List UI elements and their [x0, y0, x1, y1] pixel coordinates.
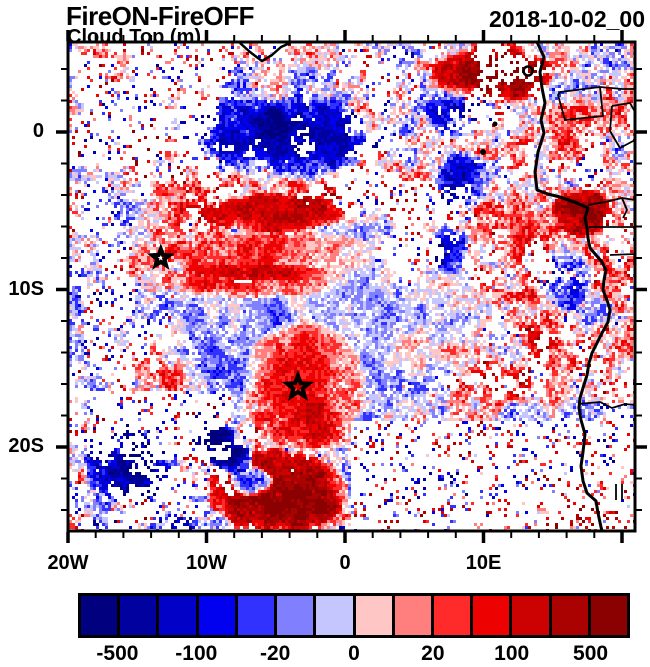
colorbar-cell: [156, 596, 196, 635]
colorbar-cell: [430, 596, 471, 635]
colorbar-cell: [352, 596, 392, 635]
y-tick-label: 20S: [8, 435, 44, 457]
colorbar-cell: [548, 596, 588, 635]
colorbar-cell: [81, 596, 118, 635]
colorbar-tick-label: 0: [348, 642, 360, 665]
x-tick-label: 10E: [465, 552, 502, 574]
colorbar-tick-label: 100: [494, 642, 530, 665]
colorbar-tick-label: 20: [421, 642, 445, 665]
colorbar-cell: [195, 596, 235, 635]
colorbar-tick-label: -100: [175, 642, 218, 665]
colorbar-cell: [391, 596, 431, 635]
colorbar-tick-label: -20: [259, 642, 291, 665]
colorbar-tick-label: 500: [573, 642, 609, 665]
map-field: [69, 43, 634, 530]
page-title: FireON-FireOFF: [66, 1, 255, 31]
y-tick-label: 0: [32, 120, 44, 142]
x-tick-label: 10W: [185, 552, 228, 574]
colorbar-tick-label: -500: [96, 642, 139, 665]
colorbar-cell: [587, 596, 628, 635]
colorbar-cell: [313, 596, 353, 635]
y-tick-label: 10S: [8, 277, 44, 300]
colorbar-cell: [117, 596, 157, 635]
colorbar-cell: [509, 596, 549, 635]
colorbar-cell: [274, 596, 314, 635]
colorbar: [78, 593, 630, 638]
x-tick-label: 0: [339, 552, 351, 574]
x-tick-label: 20W: [47, 552, 89, 574]
colorbar-cell: [234, 596, 275, 635]
colorbar-cell: [470, 596, 510, 635]
timestamp-label: 2018-10-02_00: [488, 6, 645, 32]
